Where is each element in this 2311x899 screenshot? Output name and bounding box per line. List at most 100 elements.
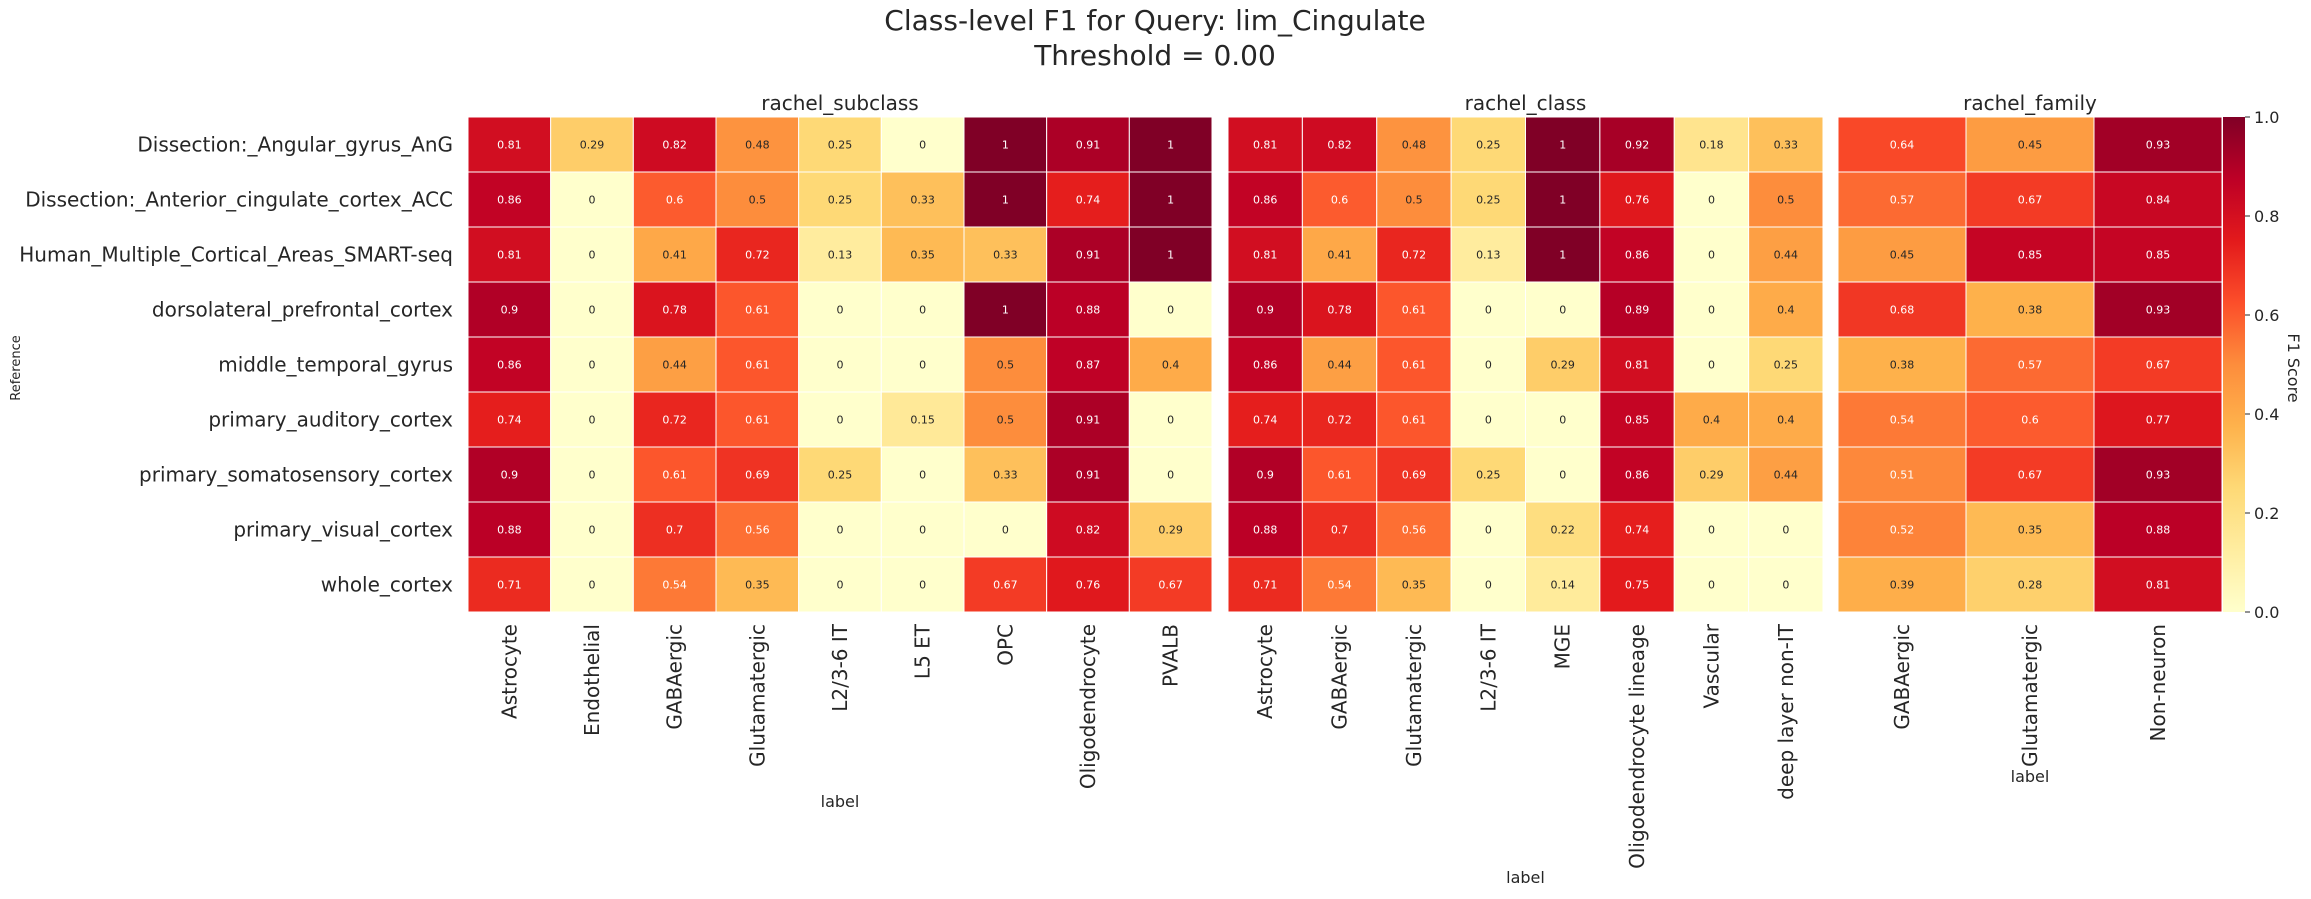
- cell-value-label: 0.78: [662, 304, 687, 317]
- heatmap-cell: [1748, 336, 1824, 393]
- cell-value-label: 0.71: [1253, 579, 1278, 592]
- cell-value-label: 1: [1559, 249, 1566, 262]
- cell-value-label: 0.87: [1076, 359, 1101, 372]
- heatmap-cell: [467, 116, 552, 173]
- heatmap-panel: rachel_class 0.81 0.82 0.48 0.25 1 0.92 0.18 0.3…: [1227, 91, 1824, 887]
- heatmap-cell: [2093, 336, 2223, 393]
- heatmap-cell: [632, 501, 717, 558]
- heatmap-cell: [632, 226, 717, 283]
- cell-value-label: 0.74: [1253, 414, 1278, 427]
- heatmap-cell: [467, 556, 552, 613]
- heatmap-cell: [1227, 116, 1303, 173]
- heatmap-cell: [1599, 226, 1675, 283]
- heatmap-panel: rachel_family 0.64 0.45 0.93 0.57 0.67 0.84 0.4…: [1837, 91, 2223, 786]
- heatmap-cell: [1673, 226, 1750, 283]
- heatmap-cell: [467, 446, 552, 503]
- cell-value-label: 0: [919, 579, 926, 592]
- heatmap-cell: [1965, 446, 2095, 503]
- x-axis-label: label: [2011, 767, 2050, 786]
- cell-value-label: 0.4: [1162, 359, 1180, 372]
- heatmap-cell: [798, 446, 882, 503]
- cell-value-label: 0.29: [1550, 359, 1575, 372]
- column-label: Endothelial: [580, 624, 604, 736]
- heatmap-cell: [467, 501, 552, 558]
- row-label: whole_cortex: [321, 573, 453, 597]
- cell-value-label: 0.45: [1890, 249, 1915, 262]
- cell-value-label: 0.25: [1774, 359, 1799, 372]
- cell-value-label: 0.69: [1402, 469, 1427, 482]
- heatmap-cell: [1837, 501, 1967, 558]
- cell-value-label: 0.81: [1253, 249, 1278, 262]
- heatmap-cell: [1128, 281, 1213, 338]
- cell-value-label: 0.91: [1076, 139, 1101, 152]
- cell-value-label: 0.71: [497, 579, 522, 592]
- heatmap-cell: [1599, 116, 1675, 173]
- cell-value-label: 0.82: [662, 139, 687, 152]
- heatmap-cell: [2093, 116, 2223, 173]
- heatmap-cell: [467, 171, 552, 228]
- cell-value-label: 0.9: [1256, 304, 1274, 317]
- cell-value-label: 0: [919, 359, 926, 372]
- heatmap-cell: [467, 226, 552, 283]
- cell-value-label: 0.88: [497, 524, 522, 537]
- cell-value-label: 0.74: [1076, 194, 1101, 207]
- cell-value-label: 0.54: [1327, 579, 1352, 592]
- cell-value-label: 0: [1167, 469, 1174, 482]
- cell-value-label: 0.44: [1774, 469, 1799, 482]
- cell-value-label: 0.48: [745, 139, 770, 152]
- heatmap-cell: [1525, 391, 1601, 448]
- row-label: Dissection:_Anterior_cingulate_cortex_AC…: [25, 188, 453, 212]
- cell-value-label: 0: [837, 524, 844, 537]
- cell-value-label: 0.81: [497, 139, 522, 152]
- heatmap-cell: [1837, 171, 1967, 228]
- column-label: Oligodendrocyte lineage: [1625, 624, 1649, 869]
- cell-value-label: 0: [1708, 359, 1715, 372]
- cell-value-label: 0: [1485, 524, 1492, 537]
- colorbar-tick-label: 1.0: [2254, 108, 2279, 127]
- cell-value-label: 1: [1167, 194, 1174, 207]
- heatmap-cell: [1227, 501, 1303, 558]
- cell-value-label: 0.25: [1476, 139, 1501, 152]
- cell-value-label: 1: [1559, 139, 1566, 152]
- column-label: Glutamatergic: [2018, 624, 2042, 767]
- cell-value-label: 0.86: [1253, 359, 1278, 372]
- cell-value-label: 0.86: [1625, 249, 1650, 262]
- cell-value-label: 0.5: [1405, 194, 1423, 207]
- cell-value-label: 0: [1167, 414, 1174, 427]
- heatmap-cell: [1837, 281, 1967, 338]
- cell-value-label: 0.72: [1327, 414, 1352, 427]
- cell-value-label: 0.4: [1777, 414, 1795, 427]
- cell-value-label: 0.76: [1625, 194, 1650, 207]
- cell-value-label: 0.9: [1256, 469, 1274, 482]
- heatmap-cell: [1748, 556, 1824, 613]
- heatmap-cell: [1837, 556, 1967, 613]
- heatmap-cell: [1128, 556, 1213, 613]
- column-label: Non-neuron: [2146, 624, 2170, 741]
- heatmap-cell: [1748, 281, 1824, 338]
- heatmap-cell: [632, 391, 717, 448]
- cell-value-label: 0.72: [745, 249, 770, 262]
- cell-value-label: 0.78: [1327, 304, 1352, 317]
- cell-value-label: 0.29: [1158, 524, 1183, 537]
- cell-value-label: 0.61: [1402, 304, 1427, 317]
- cell-value-label: 0.44: [662, 359, 687, 372]
- heatmap-cell: [1525, 501, 1601, 558]
- heatmap-cell: [1525, 336, 1601, 393]
- panel-title: rachel_subclass: [761, 91, 918, 115]
- heatmap-cell: [1965, 226, 2095, 283]
- heatmap-cell: [550, 281, 634, 338]
- heatmap-cell: [1673, 336, 1750, 393]
- cell-value-label: 0.67: [2018, 194, 2043, 207]
- cell-value-label: 0: [589, 359, 596, 372]
- heatmap-cell: [1965, 501, 2095, 558]
- heatmap-cell: [963, 336, 1048, 393]
- heatmap-cell: [880, 391, 965, 448]
- cell-value-label: 0.33: [910, 194, 935, 207]
- column-label: L5 ET: [911, 623, 935, 679]
- heatmap-cell: [715, 281, 800, 338]
- cell-value-label: 0.68: [1890, 304, 1915, 317]
- cell-value-label: 0.25: [828, 139, 853, 152]
- colorbar-tick-label: 0.8: [2254, 207, 2279, 226]
- colorbar-gradient: [2223, 117, 2245, 612]
